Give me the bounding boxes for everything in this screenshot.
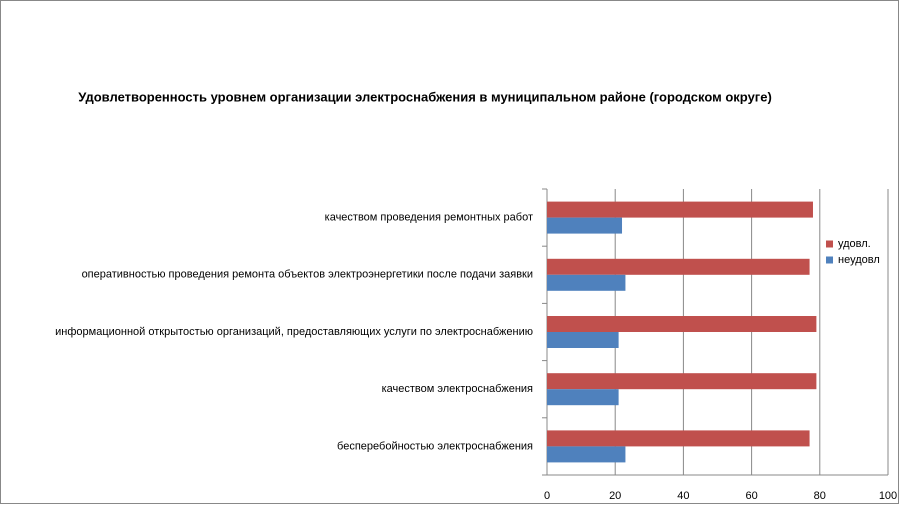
x-tick-label: 60 [745, 490, 757, 502]
y-tick-label: информационной открытостью организаций, … [55, 326, 533, 338]
bar [547, 332, 619, 348]
chart-title: Удовлетворенность уровнем организации эл… [78, 89, 772, 104]
y-tick-label: качеством проведения ремонтных работ [325, 212, 533, 224]
legend-label: неудовл [838, 254, 880, 266]
bar [547, 373, 817, 390]
x-tick-label: 0 [544, 490, 550, 502]
x-tick-label: 20 [609, 490, 621, 502]
bar [547, 389, 619, 406]
bar [547, 274, 626, 291]
bar [547, 201, 813, 218]
bar [547, 446, 626, 463]
x-tick-label: 100 [879, 490, 897, 502]
legend-swatch [826, 256, 833, 264]
x-tick-label: 40 [677, 490, 689, 502]
y-tick-label: качеством электроснабжения [382, 383, 533, 395]
bar [547, 430, 810, 447]
y-tick-label: бесперебойностью электроснабжения [337, 440, 533, 452]
x-tick-label: 80 [814, 490, 826, 502]
legend-label: удовл. [838, 238, 871, 250]
bar [547, 217, 623, 234]
bar [547, 316, 817, 332]
bar [547, 258, 810, 275]
y-tick-label: оперативностью проведения ремонта объект… [82, 269, 533, 281]
legend-swatch [826, 240, 833, 248]
